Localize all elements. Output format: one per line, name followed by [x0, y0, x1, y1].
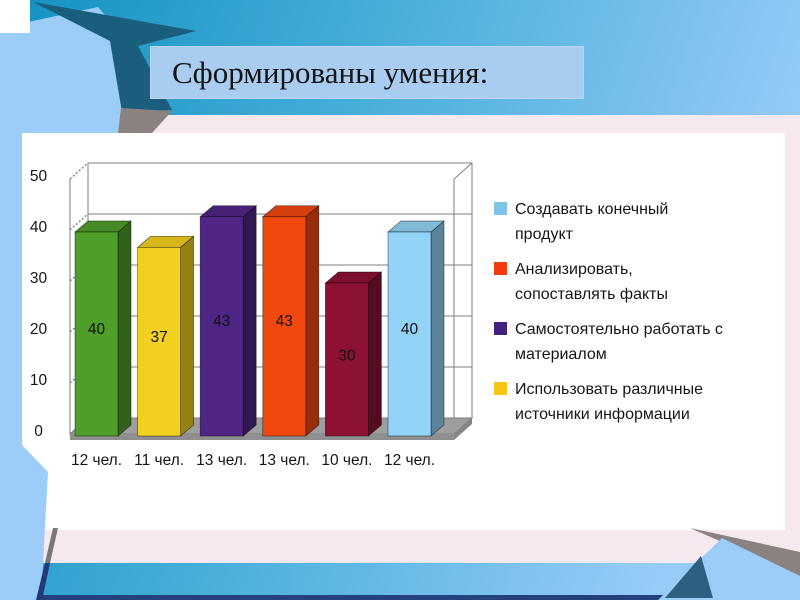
- bar-value-label: 43: [276, 313, 293, 330]
- y-tick-label: 20: [30, 321, 48, 338]
- bar-value-label: 40: [401, 321, 419, 338]
- y-tick-label: 0: [34, 423, 43, 440]
- decoration-left-strip: [0, 133, 48, 600]
- legend-item-label: Создавать конечный продукт: [515, 201, 669, 243]
- bar-chart: 0 10 20 30 40 50 40 12 чел. 37 11 чел. 43 13 чел. 43…: [30, 162, 474, 469]
- legend-color-swatch: [494, 322, 507, 335]
- bar: [199, 216, 244, 437]
- legend-item: Создавать конечный продукт: [494, 197, 734, 247]
- top-right-connector: [453, 162, 473, 180]
- plot-floor-side: [454, 418, 472, 440]
- chart-legend: Создавать конечный продукт Анализировать,…: [494, 197, 734, 437]
- slide-title-bar: Сформированы умения:: [150, 46, 584, 99]
- decoration-white-corner: [0, 0, 30, 33]
- bar: [137, 246, 181, 437]
- legend-color-swatch: [494, 262, 507, 275]
- bar: [325, 282, 369, 437]
- bar-value-label: 30: [338, 348, 356, 365]
- x-category-label: 12 чел.: [384, 452, 435, 469]
- bar: [74, 231, 119, 437]
- slide-title: Сформированы умения:: [172, 54, 489, 90]
- decoration-slate-triangle: [665, 556, 713, 598]
- bar-value-label: 43: [213, 313, 230, 330]
- x-category-label: 10 чел.: [321, 452, 372, 469]
- axis-tick-hatch: [69, 213, 89, 231]
- legend-item: Анализировать, сопоставлять факты: [494, 257, 734, 307]
- decoration-navy-sliver: [36, 563, 50, 600]
- legend-item-label: Анализировать, сопоставлять факты: [515, 261, 668, 303]
- x-category-label: 13 чел.: [196, 452, 247, 469]
- decoration-gray-quad: [118, 108, 172, 133]
- chart-area: 0 10 20 30 40 50 40 12 чел. 37 11 чел. 43 13 чел. 43…: [22, 133, 785, 530]
- y-tick-label: 30: [30, 270, 48, 287]
- decoration-bottomright-gray: [690, 528, 800, 578]
- bar: [262, 216, 307, 437]
- legend-item: Использовать различные источники информа…: [494, 377, 734, 427]
- bottom-navy-strip: [24, 595, 800, 600]
- decoration-gray-sliver: [45, 528, 58, 563]
- bar-side-face: [430, 220, 445, 437]
- bar-value-label: 40: [88, 321, 106, 338]
- legend-color-swatch: [494, 382, 507, 395]
- legend-item: Самостоятельно работать с материалом: [494, 317, 734, 367]
- decoration-topleft-star: [0, 7, 140, 133]
- bar-side-face: [242, 204, 257, 437]
- legend-item-label: Самостоятельно работать с материалом: [515, 321, 723, 363]
- bar-side-face: [117, 220, 132, 437]
- bar-value-label: 37: [150, 329, 167, 346]
- y-tick-label: 50: [30, 168, 48, 185]
- x-category-label: 12 чел.: [71, 452, 122, 469]
- x-category-label: 13 чел.: [259, 452, 310, 469]
- bar-side-face: [368, 271, 382, 437]
- legend-color-swatch: [494, 202, 507, 215]
- x-category-label: 11 чел.: [134, 452, 184, 469]
- y-tick-label: 40: [30, 219, 48, 236]
- axis-tick-hatch: [69, 162, 89, 180]
- legend-item-label: Использовать различные источники информа…: [515, 381, 704, 423]
- y-tick-label: 10: [30, 372, 48, 389]
- bar: [387, 231, 432, 437]
- bar-side-face: [180, 235, 194, 437]
- bar-side-face: [305, 204, 320, 437]
